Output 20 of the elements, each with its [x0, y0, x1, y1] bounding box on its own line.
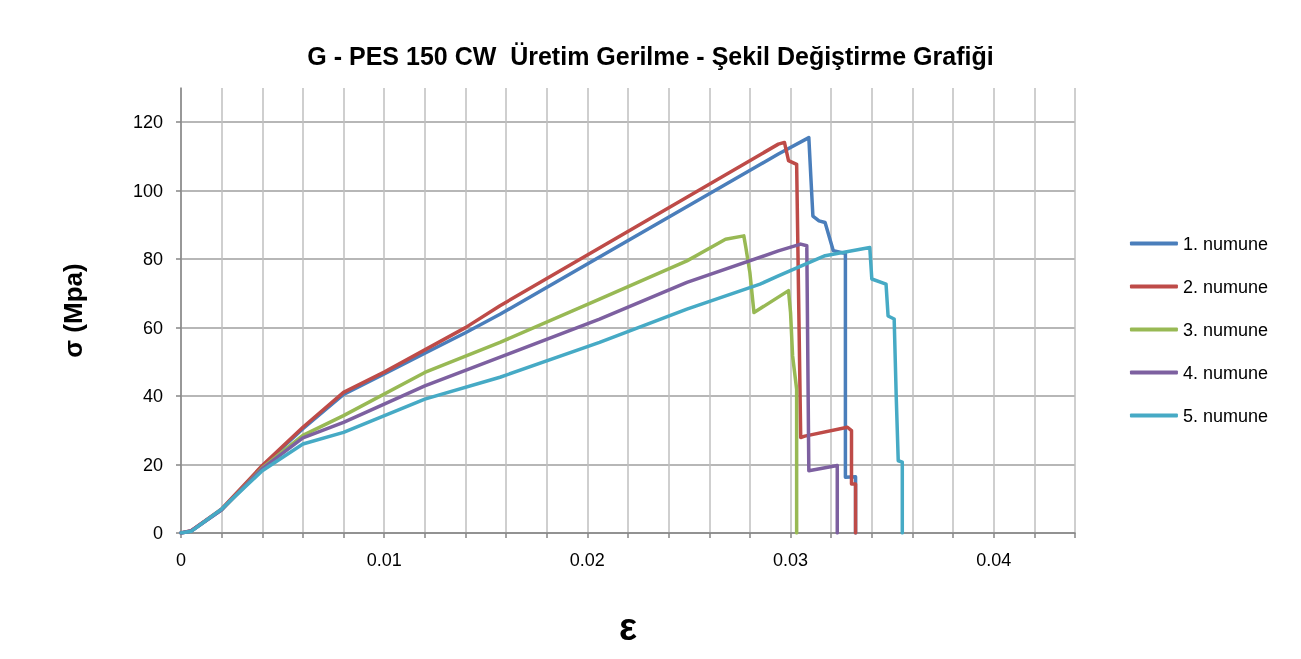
y-tick-label: 80	[142, 249, 163, 270]
x-tick-label: 0	[175, 550, 187, 570]
legend-label: 1. numune	[1182, 233, 1268, 254]
chart-title: G - PES 150 CW Üretim Gerilme - Şekil Değiştirme Grafiği	[307, 41, 994, 70]
y-tick-label: 40	[142, 386, 163, 407]
y-tick-label: 60	[142, 317, 163, 338]
legend-label: 4. numune	[1182, 362, 1268, 383]
y-tick-label: 20	[142, 454, 163, 475]
x-tick-label: 0.04	[976, 550, 1012, 570]
x-tick-label: 0.01	[366, 550, 402, 570]
legend-label: 2. numune	[1182, 276, 1268, 297]
legend-label: 5. numune	[1182, 405, 1268, 426]
x-axis-title: ε	[618, 606, 638, 648]
legend-label: 3. numune	[1182, 319, 1268, 340]
y-tick-label: 100	[132, 180, 163, 201]
y-tick-label: 0	[152, 523, 163, 543]
y-axis-title: σ (Mpa)	[58, 263, 88, 358]
x-tick-label: 0.02	[569, 550, 605, 570]
y-tick-label: 120	[132, 112, 163, 133]
x-tick-label: 0.03	[773, 550, 809, 570]
